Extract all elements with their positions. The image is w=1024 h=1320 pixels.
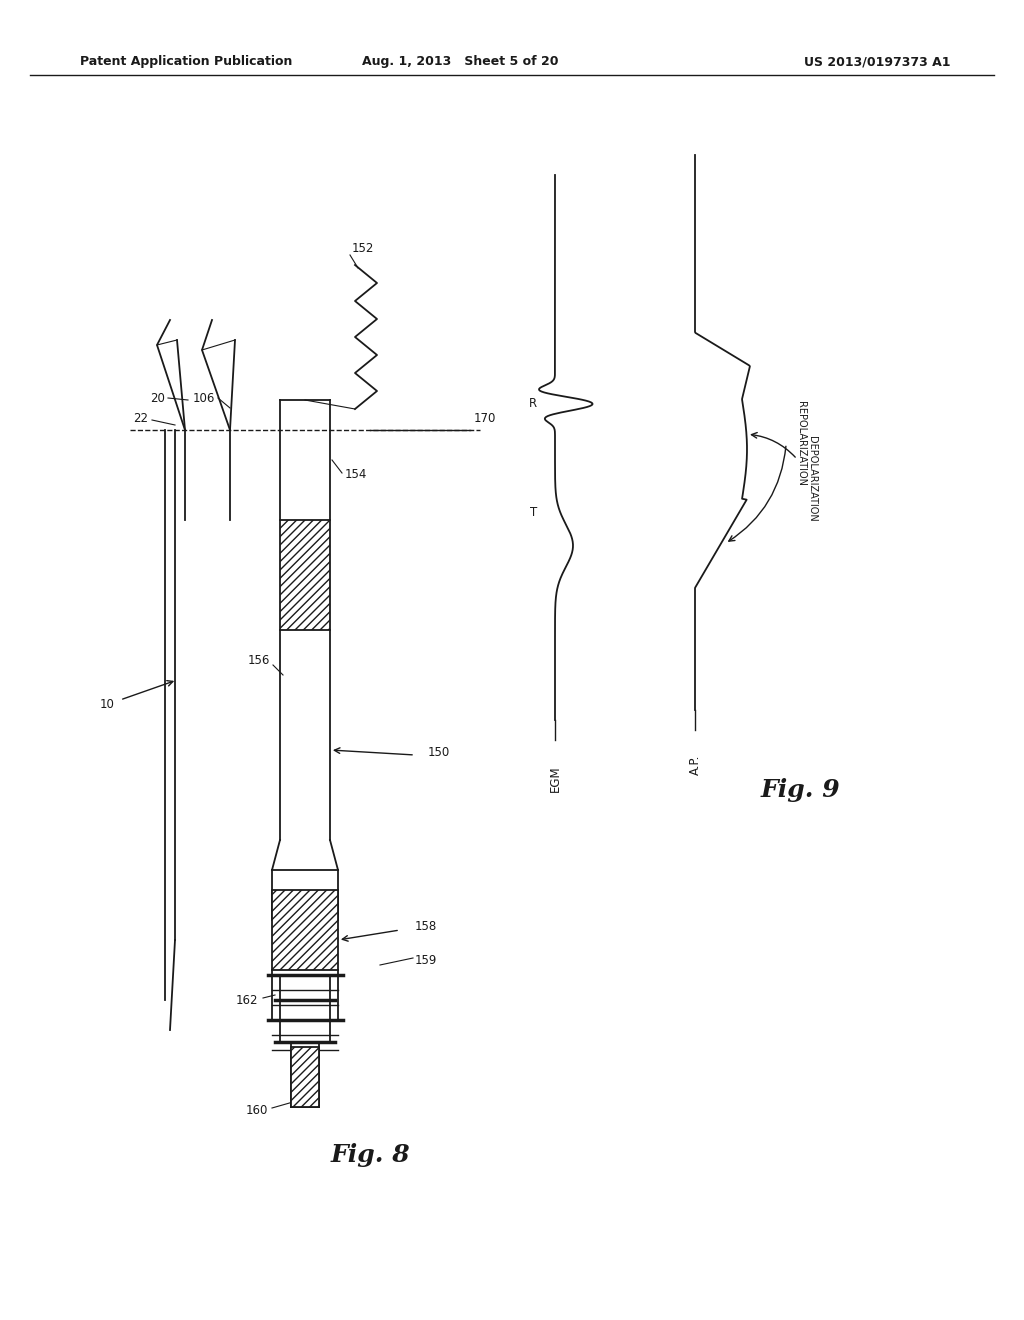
Text: 158: 158 xyxy=(415,920,437,933)
Text: EGM: EGM xyxy=(549,766,561,792)
Text: 22: 22 xyxy=(133,412,148,425)
Bar xyxy=(280,520,330,630)
Text: 170: 170 xyxy=(474,412,497,425)
Text: T: T xyxy=(529,507,537,519)
Text: Fig. 8: Fig. 8 xyxy=(330,1143,410,1167)
Text: 106: 106 xyxy=(193,392,215,404)
Text: DEPOLARIZATION: DEPOLARIZATION xyxy=(807,437,817,523)
Bar xyxy=(291,1047,319,1107)
Text: REPOLARIZATION: REPOLARIZATION xyxy=(797,401,806,486)
Text: Aug. 1, 2013   Sheet 5 of 20: Aug. 1, 2013 Sheet 5 of 20 xyxy=(361,55,558,69)
Text: 150: 150 xyxy=(428,747,451,759)
Text: 154: 154 xyxy=(345,469,368,482)
Text: Patent Application Publication: Patent Application Publication xyxy=(80,55,293,69)
Bar xyxy=(272,890,338,970)
Text: US 2013/0197373 A1: US 2013/0197373 A1 xyxy=(804,55,950,69)
Text: 20: 20 xyxy=(151,392,165,404)
Text: 156: 156 xyxy=(248,653,270,667)
Text: R: R xyxy=(528,397,537,411)
Text: 152: 152 xyxy=(352,242,375,255)
Text: 160: 160 xyxy=(246,1104,268,1117)
Text: 10: 10 xyxy=(99,698,115,711)
Text: 162: 162 xyxy=(236,994,258,1006)
Text: A.P.: A.P. xyxy=(688,755,701,775)
Text: Fig. 9: Fig. 9 xyxy=(760,777,840,803)
Text: 159: 159 xyxy=(415,953,437,966)
